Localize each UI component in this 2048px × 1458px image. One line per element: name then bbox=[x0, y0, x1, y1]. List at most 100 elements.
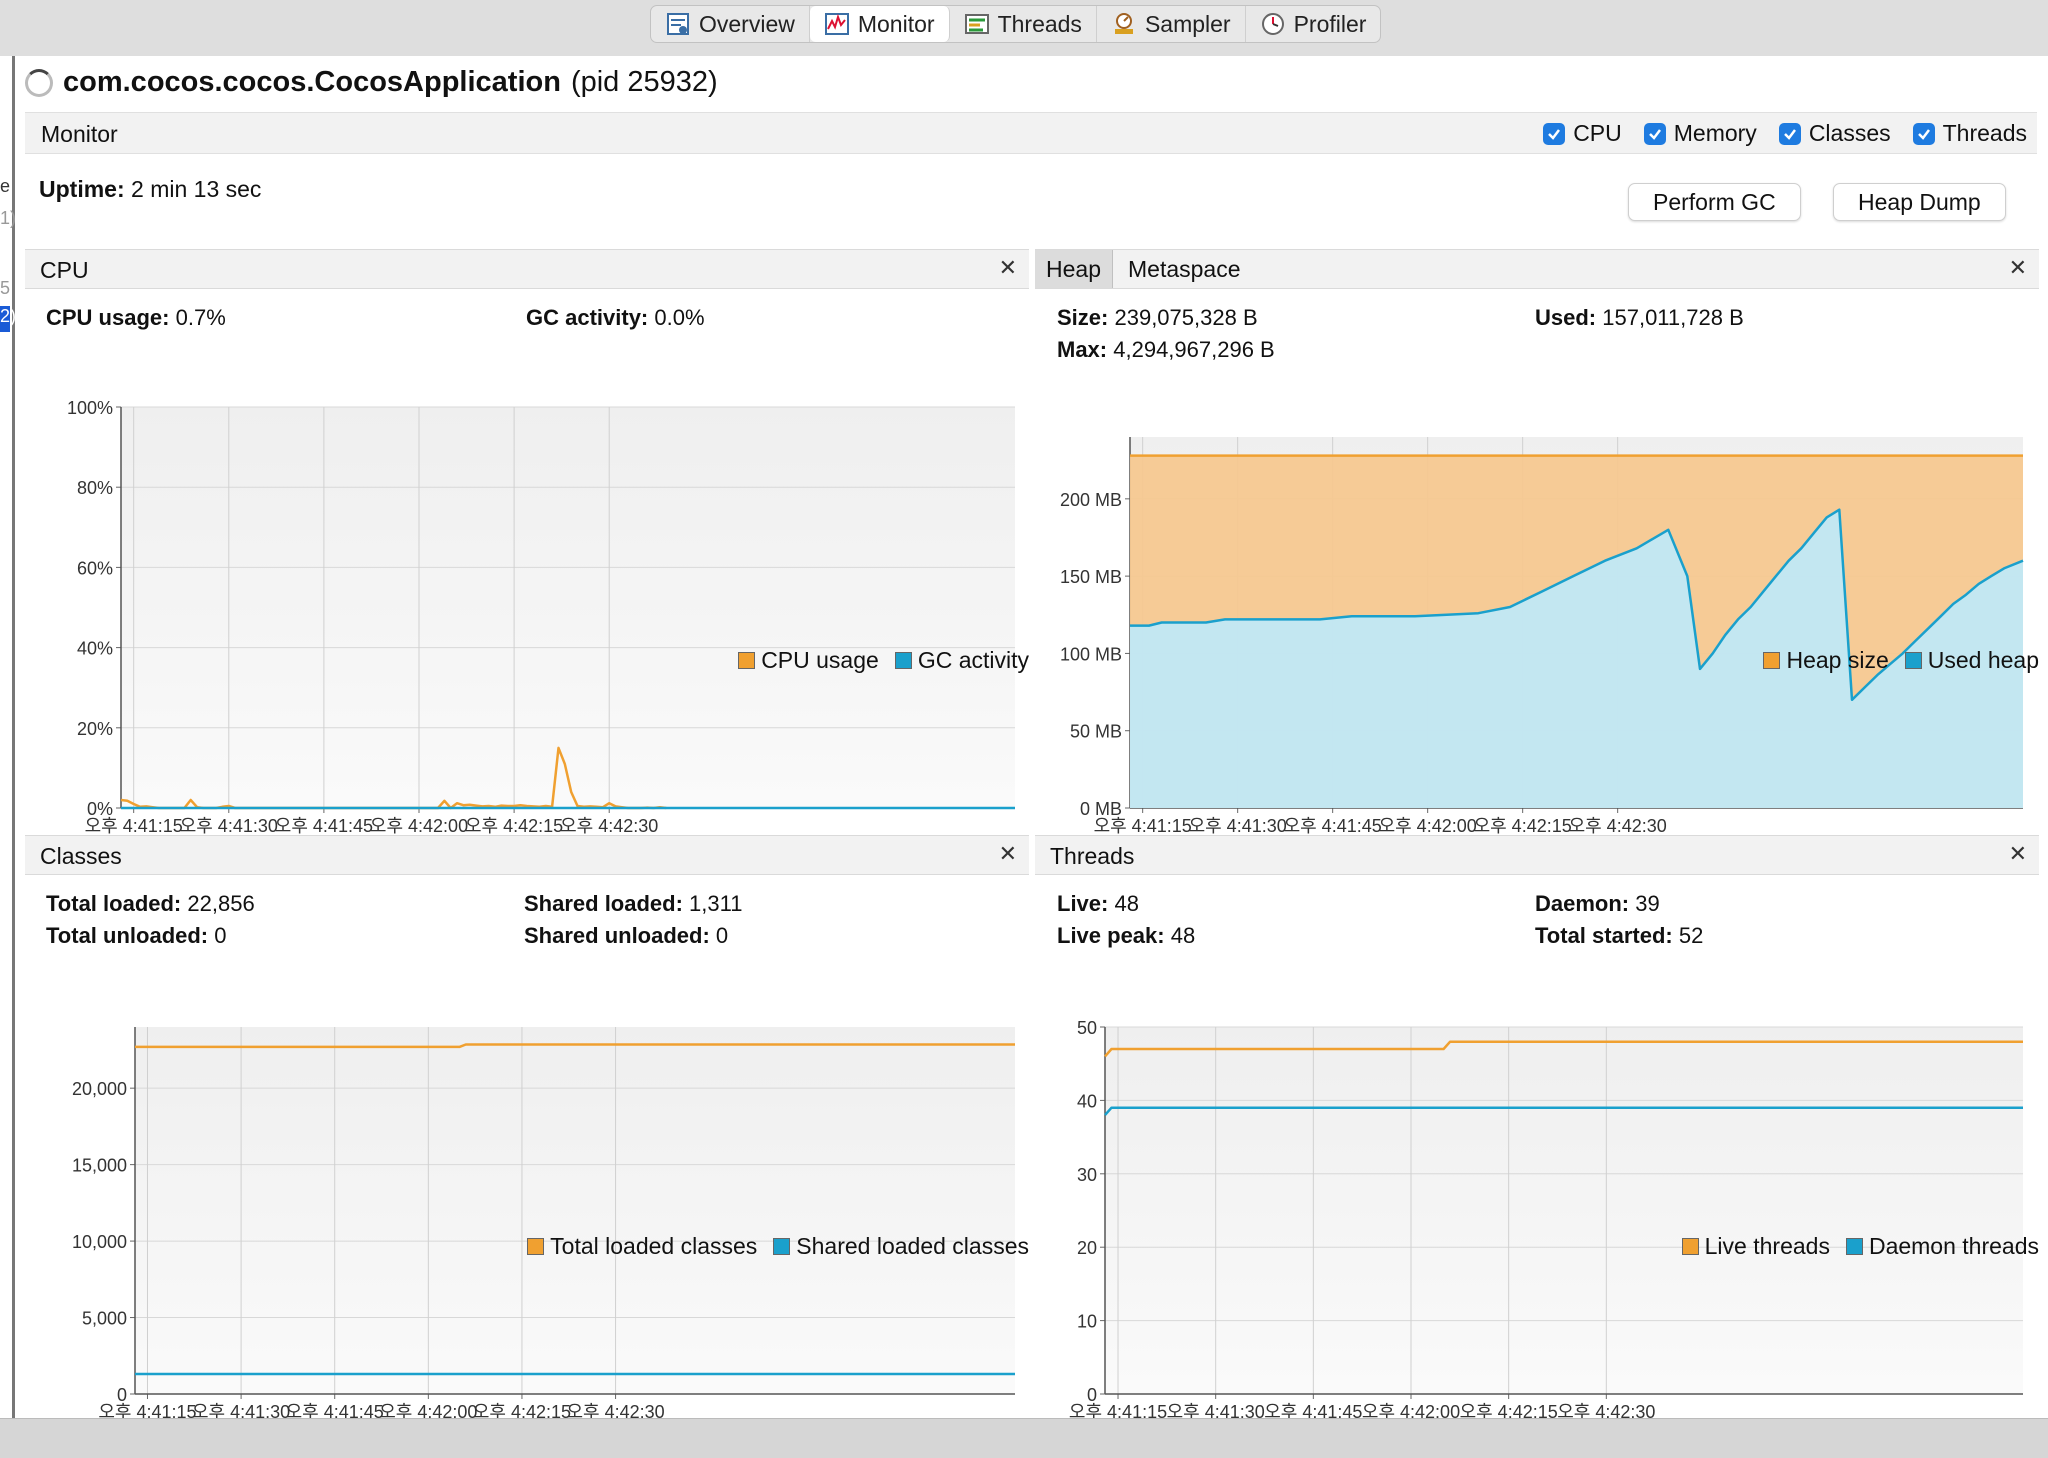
x-tick-label: 오후 4:42:00 bbox=[1379, 816, 1477, 836]
legend-label: Daemon threads bbox=[1868, 1233, 2039, 1259]
series-area bbox=[1130, 509, 2023, 808]
classes-legend: Total loaded classes Shared loaded class… bbox=[527, 1233, 1029, 1260]
tab-threads[interactable]: Threads bbox=[950, 6, 1097, 42]
x-tick-label: 오후 4:41:45 bbox=[1264, 1402, 1362, 1422]
memory-checkbox[interactable]: Memory bbox=[1643, 120, 1757, 147]
legend-item: Used heap bbox=[1904, 647, 2039, 674]
series-line bbox=[1104, 1106, 2023, 1116]
gc-activity-stat: GC activity: 0.0% bbox=[526, 305, 705, 331]
legend-item: Heap size bbox=[1763, 647, 1889, 674]
legend-item: Daemon threads bbox=[1845, 1233, 2039, 1260]
legend-label: Heap size bbox=[1786, 647, 1889, 673]
legend-swatch bbox=[1681, 1238, 1699, 1255]
y-tick-label: 40% bbox=[77, 639, 113, 659]
left-fragment: 1) bbox=[0, 208, 17, 228]
total-loaded-stat: Total loaded: 22,856 bbox=[46, 891, 255, 917]
shared-unloaded-stat: Shared unloaded: 0 bbox=[524, 923, 728, 949]
x-tick-label: 오후 4:41:15 bbox=[98, 1402, 196, 1422]
application-name: com.cocos.cocos.CocosApplication bbox=[63, 66, 561, 98]
total-loaded-label: Total loaded: bbox=[46, 891, 182, 916]
left-selection-marker bbox=[0, 306, 10, 332]
status-bar bbox=[0, 1418, 2048, 1458]
classes-checkbox[interactable]: Classes bbox=[1778, 120, 1891, 147]
close-icon[interactable]: ✕ bbox=[2008, 841, 2027, 866]
threads-icon bbox=[964, 14, 989, 34]
cpu-panel-title: CPU bbox=[40, 257, 89, 283]
cpu-legend: CPU usage GC activity bbox=[738, 647, 1029, 674]
x-tick-label: 오후 4:42:00 bbox=[379, 1402, 477, 1422]
close-icon[interactable]: ✕ bbox=[2008, 255, 2027, 280]
tab-monitor[interactable]: Monitor bbox=[809, 6, 950, 42]
x-tick-label: 오후 4:42:00 bbox=[370, 816, 468, 836]
tab-profiler[interactable]: Profiler bbox=[1246, 6, 1381, 42]
series-line bbox=[1130, 508, 2024, 702]
x-tick-label: 오후 4:41:30 bbox=[1189, 816, 1287, 836]
x-tick-label: 오후 4:41:15 bbox=[1094, 816, 1192, 836]
checkbox-checked-icon bbox=[1912, 122, 1935, 145]
sampler-icon bbox=[1114, 13, 1133, 34]
heap-size-stat: Size: 239,075,328 B bbox=[1057, 305, 1258, 331]
threads-checkbox[interactable]: Threads bbox=[1912, 120, 2027, 147]
y-tick-label: 0 bbox=[1087, 1385, 1097, 1405]
x-tick-label: 오후 4:41:45 bbox=[275, 816, 373, 836]
heap-legend: Heap size Used heap bbox=[1763, 647, 2039, 674]
y-tick-label: 0 MB bbox=[1080, 799, 1122, 819]
daemon-value: 39 bbox=[1635, 891, 1660, 916]
plot-area bbox=[135, 1027, 1015, 1394]
legend-swatch bbox=[1845, 1238, 1863, 1255]
y-tick-label: 40 bbox=[1077, 1091, 1097, 1111]
tab-sampler[interactable]: Sampler bbox=[1097, 6, 1246, 42]
tab-profiler-label: Profiler bbox=[1293, 10, 1367, 37]
heap-used-stat: Used: 157,011,728 B bbox=[1535, 305, 1744, 331]
close-icon[interactable]: ✕ bbox=[998, 255, 1017, 280]
tab-heap[interactable]: Heap bbox=[1035, 250, 1113, 288]
gc-activity-label: GC activity: bbox=[526, 305, 649, 330]
y-tick-label: 15,000 bbox=[72, 1156, 127, 1176]
checkbox-checked-icon bbox=[1643, 122, 1666, 145]
classes-panel-title: Classes bbox=[40, 843, 122, 869]
total-started-stat: Total started: 52 bbox=[1535, 923, 1703, 949]
heap-max-value: 4,294,967,296 B bbox=[1113, 337, 1275, 362]
total-unloaded-value: 0 bbox=[214, 923, 227, 948]
checkbox-checked-icon bbox=[1543, 122, 1566, 145]
x-tick-label: 오후 4:41:45 bbox=[286, 1402, 384, 1422]
daemon-stat: Daemon: 39 bbox=[1535, 891, 1660, 917]
cpu-checkbox[interactable]: CPU bbox=[1543, 120, 1622, 147]
y-tick-label: 0 bbox=[117, 1385, 127, 1405]
heap-size-label: Size: bbox=[1057, 305, 1109, 330]
checkbox-checked-icon bbox=[1778, 122, 1801, 145]
x-tick-label: 오후 4:41:30 bbox=[180, 816, 278, 836]
heap-used-value: 157,011,728 B bbox=[1602, 305, 1744, 330]
y-tick-label: 60% bbox=[77, 558, 113, 578]
cpu-usage-value: 0.7% bbox=[175, 305, 226, 330]
threads-panel-header: Threads ✕ bbox=[1035, 835, 2039, 875]
x-tick-label: 오후 4:42:30 bbox=[1569, 816, 1667, 836]
plot-area bbox=[1105, 1027, 2023, 1394]
legend-label: CPU usage bbox=[761, 647, 879, 673]
uptime: Uptime: 2 min 13 sec bbox=[39, 176, 261, 203]
live-peak-label: Live peak: bbox=[1057, 923, 1165, 948]
tab-overview[interactable]: Overview bbox=[651, 6, 810, 42]
x-tick-label: 오후 4:41:30 bbox=[192, 1402, 290, 1422]
tab-metaspace[interactable]: Metaspace bbox=[1128, 255, 1241, 282]
close-icon[interactable]: ✕ bbox=[998, 841, 1017, 866]
live-peak-stat: Live peak: 48 bbox=[1057, 923, 1195, 949]
series-line bbox=[135, 1043, 1015, 1049]
gc-activity-value: 0.0% bbox=[654, 305, 705, 330]
threads-panel: Threads ✕ Live: 48 Live peak: 48 Daemon:… bbox=[1035, 835, 2039, 1422]
legend-swatch bbox=[1904, 652, 1922, 669]
monitor-label: Monitor bbox=[41, 121, 118, 147]
legend-label: Used heap bbox=[1927, 647, 2039, 673]
classes-checkbox-label: Classes bbox=[1808, 120, 1891, 146]
perform-gc-button[interactable]: Perform GC bbox=[1628, 183, 1801, 221]
monitor-header: Monitor CPU Memory Classes Threads bbox=[25, 112, 2037, 154]
y-tick-label: 50 bbox=[1077, 1018, 1097, 1038]
tab-sampler-label: Sampler bbox=[1144, 10, 1231, 37]
total-loaded-value: 22,856 bbox=[187, 891, 255, 916]
legend-item: CPU usage bbox=[738, 647, 879, 674]
heap-dump-button[interactable]: Heap Dump bbox=[1833, 183, 2006, 221]
tab-threads-label: Threads bbox=[997, 10, 1082, 37]
legend-swatch bbox=[894, 652, 912, 669]
view-tab-bar: Overview Monitor Threads Sampler Profile… bbox=[0, 0, 2048, 57]
